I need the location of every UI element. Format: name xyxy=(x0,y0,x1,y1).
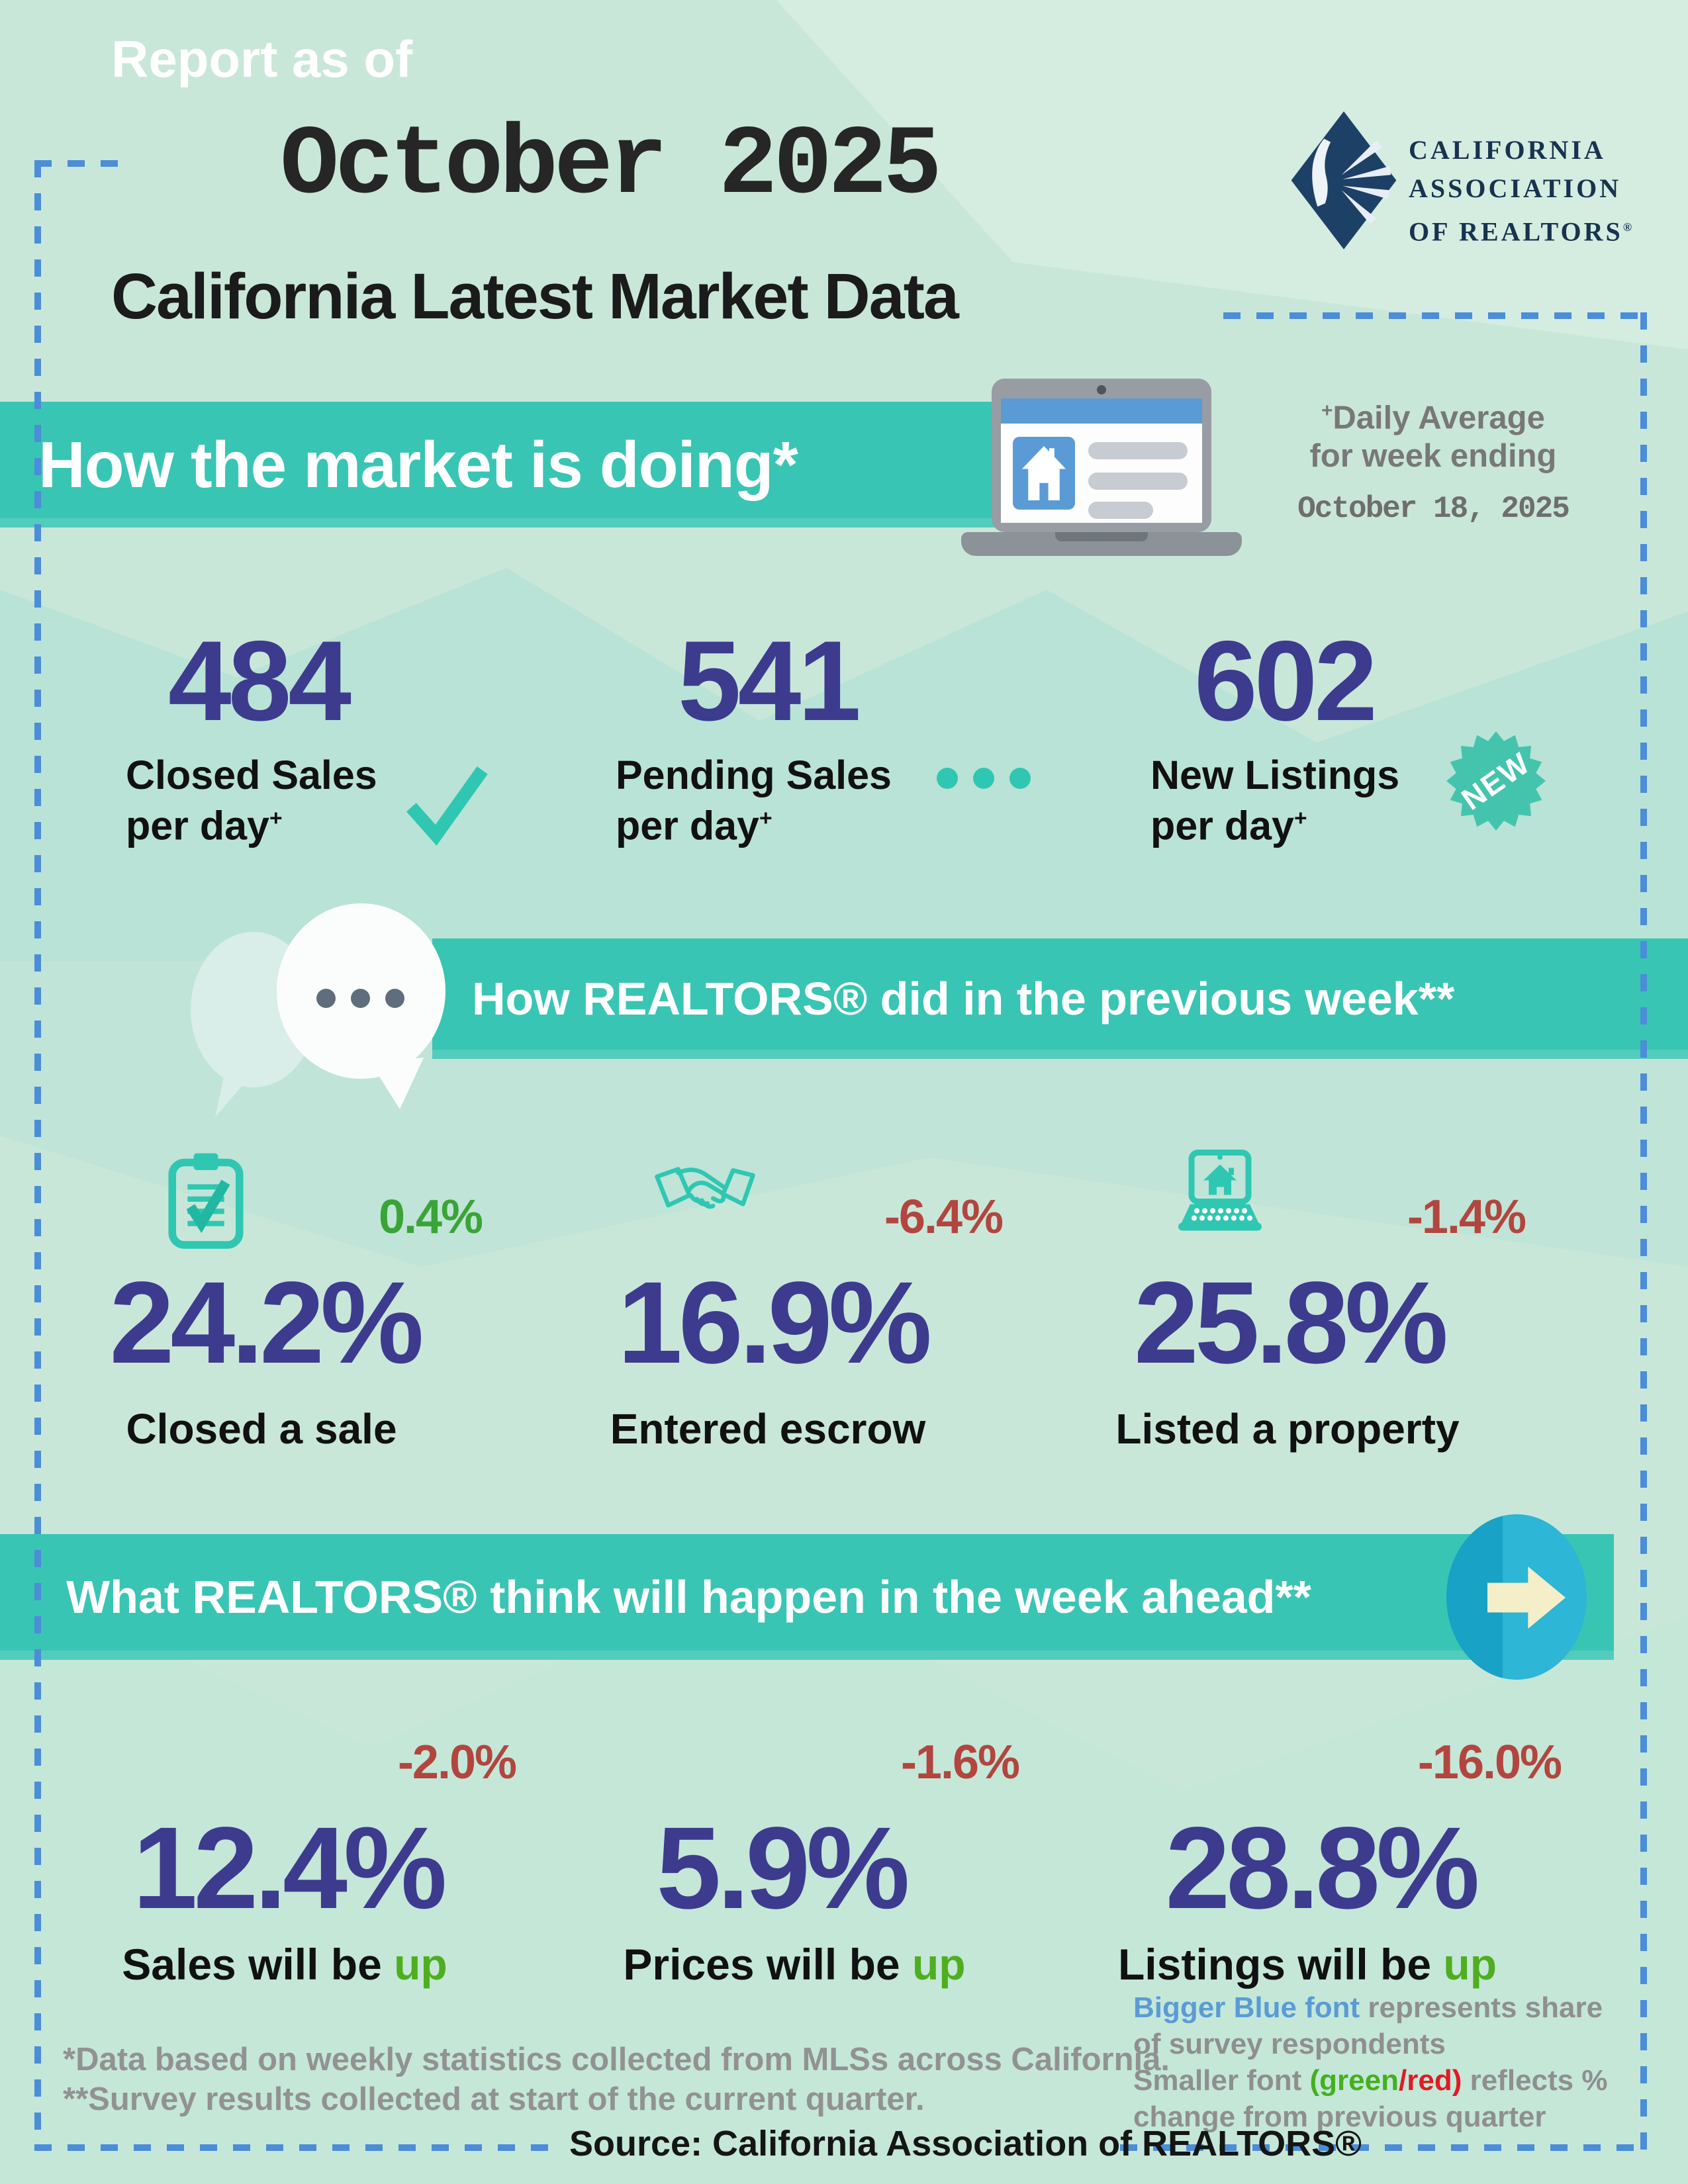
new-listings-value: 602 xyxy=(1194,617,1378,745)
closed-sale-value: 24.2% xyxy=(109,1258,424,1388)
house-icon xyxy=(1022,446,1066,500)
sales-up-label: Sales will be up xyxy=(122,1940,447,1989)
listed-property-change: -1.4% xyxy=(1407,1191,1526,1244)
source-credit: Source: California Association of REALTO… xyxy=(569,2124,1362,2163)
pending-sales-value: 541 xyxy=(678,617,861,745)
listings-up-label: Listings will be up xyxy=(1117,1940,1497,1989)
banner-week-ahead-label: What REALTORS® think will happen in the … xyxy=(66,1571,1311,1623)
logo-line: OF REALTORS® xyxy=(1409,216,1635,247)
text-line-decoration xyxy=(1088,502,1153,519)
laptop-illustration xyxy=(961,379,1242,556)
closed-sale-change: 0.4% xyxy=(378,1191,483,1244)
dashed-border-top-left xyxy=(34,160,127,167)
dashed-border-top-right xyxy=(1223,312,1647,319)
prices-up-value: 5.9% xyxy=(656,1803,910,1933)
checkmark-icon xyxy=(406,766,488,846)
dashed-border-bottom-right xyxy=(1120,2144,1647,2151)
page-subtitle: California Latest Market Data xyxy=(111,260,959,332)
prices-up-change: -1.6% xyxy=(900,1736,1020,1789)
laptop-base-notch xyxy=(1055,532,1148,541)
dashed-border-right xyxy=(1640,312,1647,2151)
laptop-house-icon xyxy=(1178,1150,1262,1231)
logo-line: ASSOCIATION xyxy=(1409,173,1622,203)
closed-sales-label: Closed Sales per day+ xyxy=(126,752,377,848)
dashed-border-bottom-left xyxy=(34,2144,564,2151)
daily-average-line1: +Daily Average xyxy=(1321,400,1545,436)
closed-sales-value: 484 xyxy=(168,617,352,745)
dashed-border-left xyxy=(34,160,41,2151)
entered-escrow-value: 16.9% xyxy=(617,1258,932,1388)
banner-realtors-previous-week-label: How REALTORS® did in the previous week** xyxy=(472,973,1455,1024)
daily-average-line2: for week ending xyxy=(1309,438,1557,475)
text-line-decoration xyxy=(1088,442,1188,459)
banner-realtors-previous-week: How REALTORS® did in the previous week** xyxy=(432,938,1688,1059)
week-ending-date: October 18, 2025 xyxy=(1297,492,1570,527)
new-badge: NEW xyxy=(1446,731,1546,831)
footnote-data: *Data based on weekly statistics collect… xyxy=(63,2042,1170,2077)
listings-up-change: -16.0% xyxy=(1417,1736,1562,1789)
listed-property-label: Listed a property xyxy=(1115,1405,1460,1453)
daily-average-note: +Daily Average for week ending October 1… xyxy=(1278,392,1589,528)
footnote-survey: **Survey results collected at start of t… xyxy=(63,2081,925,2117)
banner-market-doing: How the market is doing* xyxy=(0,402,1000,527)
ellipsis-icon xyxy=(937,768,1031,789)
right-arrow-icon xyxy=(1487,1566,1566,1629)
sales-up-change: -2.0% xyxy=(397,1736,517,1789)
closed-sale-label: Closed a sale xyxy=(126,1405,397,1453)
handshake-icon xyxy=(655,1167,755,1209)
laptop-camera-dot xyxy=(1097,385,1106,394)
sales-up-value: 12.4% xyxy=(132,1803,447,1933)
legend-note: Bigger Blue font represents share of sur… xyxy=(1133,1991,1608,2133)
banner-market-doing-label: How the market is doing* xyxy=(38,428,798,501)
speech-bubble-dots xyxy=(316,989,404,1008)
arrow-circle xyxy=(1446,1514,1587,1680)
pending-sales-label: Pending Sales per day+ xyxy=(616,752,892,848)
text-line-decoration xyxy=(1088,473,1188,490)
prices-up-label: Prices will be up xyxy=(623,1940,966,1989)
banner-week-ahead: What REALTORS® think will happen in the … xyxy=(0,1534,1614,1660)
clipboard-check-icon xyxy=(168,1153,244,1249)
laptop-webpage-header xyxy=(1001,398,1202,424)
report-as-of-label: Report as of xyxy=(111,30,413,88)
house-tile xyxy=(1013,437,1075,510)
page-title-month: October 2025 xyxy=(280,111,942,222)
car-logo-wordmark: CALIFORNIA ASSOCIATION OF REALTORS® xyxy=(1409,131,1634,251)
entered-escrow-change: -6.4% xyxy=(884,1191,1004,1244)
logo-line: CALIFORNIA xyxy=(1409,135,1606,165)
car-logo-icon xyxy=(1291,111,1397,250)
listings-up-value: 28.8% xyxy=(1165,1803,1479,1933)
listed-property-value: 25.8% xyxy=(1133,1258,1448,1388)
entered-escrow-label: Entered escrow xyxy=(610,1405,926,1453)
new-listings-label: New Listings per day+ xyxy=(1150,752,1400,848)
